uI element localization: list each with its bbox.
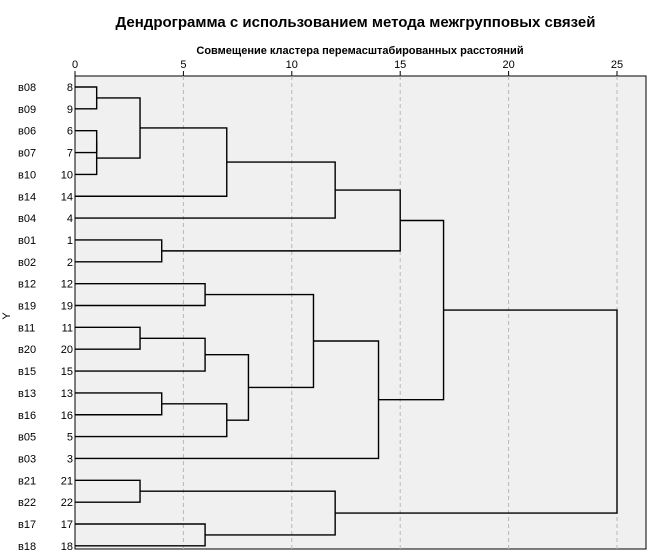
leaf-case-label: в18 — [18, 541, 36, 553]
leaf-case-label: в12 — [18, 279, 36, 291]
leaf-case-label: в02 — [18, 257, 36, 269]
leaf-number-label: 16 — [61, 410, 73, 422]
leaf-number-label: 2 — [67, 257, 73, 269]
leaf-number-label: 22 — [61, 497, 73, 509]
leaf-case-label: в22 — [18, 497, 36, 509]
x-tick-label: 25 — [611, 59, 623, 71]
leaf-number-label: 3 — [67, 453, 73, 465]
plot-area — [74, 75, 647, 550]
leaf-number-label: 5 — [67, 432, 73, 444]
leaf-case-label: в10 — [18, 169, 36, 181]
leaf-case-label: в13 — [18, 388, 36, 400]
leaf-case-label: в20 — [18, 344, 36, 356]
leaf-case-label: в06 — [18, 126, 36, 138]
leaf-number-label: 7 — [67, 148, 73, 160]
leaf-number-label: 9 — [67, 104, 73, 116]
leaf-case-label: в15 — [18, 366, 36, 378]
leaf-case-label: в05 — [18, 432, 36, 444]
leaf-number-label: 13 — [61, 388, 73, 400]
leaf-case-label: в16 — [18, 410, 36, 422]
leaf-case-label: в01 — [18, 235, 36, 247]
leaf-case-label: в09 — [18, 104, 36, 116]
leaf-number-label: 15 — [61, 366, 73, 378]
leaf-case-label: в17 — [18, 519, 36, 531]
leaf-case-label: в19 — [18, 301, 36, 313]
dendrogram-links — [75, 86, 618, 547]
leaf-number-label: 4 — [67, 213, 73, 225]
leaf-number-label: 8 — [67, 82, 73, 94]
leaf-case-label: в14 — [18, 191, 36, 203]
x-tick-label: 0 — [72, 59, 78, 71]
leaf-number-label: 20 — [61, 344, 73, 356]
leaf-number-label: 11 — [62, 322, 73, 334]
leaf-number-label: 17 — [61, 519, 73, 531]
y-axis-label: Y — [1, 312, 13, 320]
leaf-number-label: 6 — [67, 126, 73, 138]
leaf-number-label: 10 — [61, 169, 73, 181]
leaf-number-label: 18 — [61, 541, 73, 553]
leaf-number-label: 14 — [61, 191, 73, 203]
leaf-number-label: 21 — [61, 475, 73, 487]
x-axis: 0 5 10 15 20 25 — [72, 59, 623, 76]
leaf-case-label: в08 — [18, 82, 36, 94]
chart-title: Дендрограмма с использованием метода меж… — [115, 14, 596, 31]
leaf-number-label: 12 — [61, 279, 73, 291]
x-axis-label: Совмещение кластера перемасштабированных… — [196, 45, 523, 57]
leaf-case-label: в21 — [18, 475, 36, 487]
leaf-case-label: в07 — [18, 148, 36, 160]
x-tick-label: 10 — [286, 59, 298, 71]
dendrogram-link — [75, 141, 98, 176]
leaf-number-label: 1 — [67, 235, 73, 247]
leaf-case-label: в03 — [18, 453, 36, 465]
leaf-labels: в08 8 в09 9 в06 6 в07 7 в10 10 в14 14 в04 4 в01 1 в02 2 в1… — [18, 82, 73, 553]
x-tick-label: 15 — [394, 59, 406, 71]
x-tick-label: 5 — [180, 59, 186, 71]
leaf-number-label: 19 — [61, 301, 73, 313]
leaf-case-label: в04 — [18, 213, 36, 225]
leaf-case-label: в11 — [18, 322, 35, 334]
x-tick-label: 20 — [502, 59, 514, 71]
dendrogram-link — [335, 309, 618, 514]
